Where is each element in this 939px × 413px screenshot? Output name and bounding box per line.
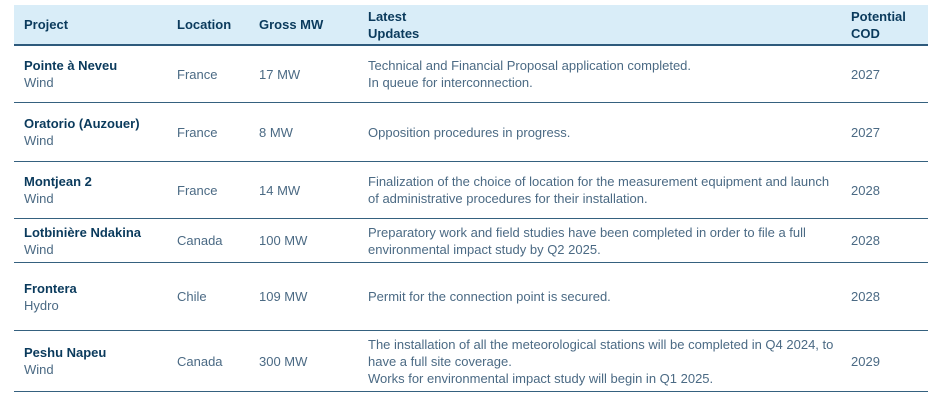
project-location: Chile (177, 289, 207, 304)
project-cell: Lotbinière Ndakina Wind (24, 224, 177, 258)
project-gross-mw: 109 MW (259, 289, 308, 304)
project-gross-mw: 100 MW (259, 233, 308, 248)
table-row: Oratorio (Auzouer) Wind France 8 MW Oppo… (14, 103, 928, 162)
project-cell: Pointe à Neveu Wind (24, 57, 177, 91)
project-gross-mw: 8 MW (259, 124, 293, 140)
project-location: France (177, 66, 218, 82)
project-gross-mw: 14 MW (259, 182, 301, 198)
latest-updates-text: Preparatory work and field studies have … (368, 224, 806, 257)
project-name: Peshu Napeu (24, 345, 107, 360)
table-row: Pointe à Neveu Wind France 17 MW Technic… (14, 46, 928, 103)
project-cell: Montjean 2 Wind (24, 173, 177, 207)
project-type: Wind (24, 191, 54, 206)
project-potential-cod: 2027 (851, 124, 880, 140)
project-latest-updates: Opposition procedures in progress. (368, 124, 851, 141)
project-latest-updates: Finalization of the choice of location f… (368, 173, 851, 207)
column-header-project: Project (24, 17, 69, 32)
project-cell: Peshu Napeu Wind (24, 344, 177, 378)
latest-updates-text: Opposition procedures in progress. (368, 124, 571, 140)
project-name: Frontera (24, 280, 77, 296)
project-type: Wind (24, 75, 54, 90)
column-header-location: Location (177, 17, 232, 32)
project-cell: Frontera Hydro (24, 280, 177, 314)
project-name: Montjean 2 (24, 174, 92, 189)
project-gross-mw: 17 MW (259, 66, 301, 82)
latest-updates-text: The installation of all the meteorologic… (368, 336, 834, 386)
project-potential-cod: 2028 (851, 182, 880, 198)
table-row: Montjean 2 Wind France 14 MW Finalizatio… (14, 162, 928, 219)
project-location: Canada (177, 353, 223, 369)
table-row: Lotbinière Ndakina Wind Canada 100 MW Pr… (14, 219, 928, 263)
project-type: Wind (24, 362, 54, 377)
project-potential-cod: 2029 (851, 353, 880, 369)
table-body: Pointe à Neveu Wind France 17 MW Technic… (14, 46, 928, 392)
latest-updates-text: Finalization of the choice of location f… (368, 174, 830, 206)
project-potential-cod: 2028 (851, 289, 880, 304)
project-type: Wind (24, 241, 54, 257)
projects-table: Project Location Gross MW Latest Updates… (14, 5, 928, 392)
project-name: Lotbinière Ndakina (24, 224, 142, 240)
column-header-latest-updates: Latest Updates (368, 8, 420, 41)
project-location: France (177, 182, 218, 198)
column-header-potential-cod: Potential COD (851, 8, 906, 41)
project-gross-mw: 300 MW (259, 353, 308, 369)
project-potential-cod: 2028 (851, 233, 880, 248)
latest-updates-text: Technical and Financial Proposal applica… (368, 58, 692, 90)
project-type: Hydro (24, 297, 59, 313)
latest-updates-text: Permit for the connection point is secur… (368, 289, 611, 304)
table-header-row: Project Location Gross MW Latest Updates… (14, 5, 928, 46)
project-location: France (177, 124, 218, 140)
project-name: Pointe à Neveu (24, 58, 118, 73)
project-latest-updates: Preparatory work and field studies have … (368, 224, 851, 258)
table-row: Frontera Hydro Chile 109 MW Permit for t… (14, 263, 928, 331)
project-latest-updates: Permit for the connection point is secur… (368, 288, 851, 305)
table-row: Peshu Napeu Wind Canada 300 MW The insta… (14, 331, 928, 392)
column-header-gross-mw: Gross MW (259, 17, 324, 32)
project-cell: Oratorio (Auzouer) Wind (24, 115, 177, 149)
project-location: Canada (177, 233, 223, 248)
project-name: Oratorio (Auzouer) (24, 116, 140, 131)
project-type: Wind (24, 133, 54, 148)
project-latest-updates: The installation of all the meteorologic… (368, 336, 851, 387)
project-potential-cod: 2027 (851, 66, 880, 82)
project-latest-updates: Technical and Financial Proposal applica… (368, 57, 851, 91)
